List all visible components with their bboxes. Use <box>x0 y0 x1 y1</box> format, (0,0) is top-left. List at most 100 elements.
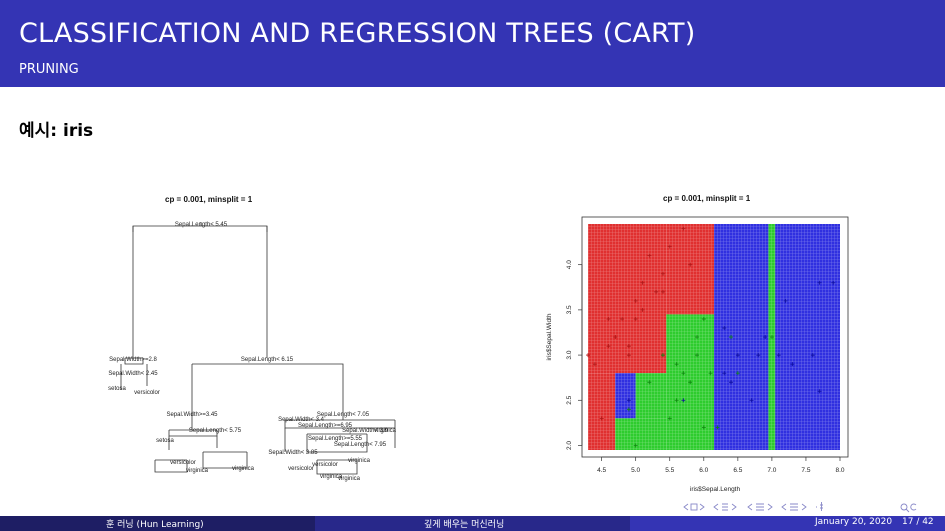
data-point-virginica <box>722 325 727 330</box>
slide-footer: 훈 러닝 (Hun Learning) 깊게 배우는 머신러닝 January … <box>0 516 945 531</box>
footer-page-number: 17 / 42 <box>902 517 934 527</box>
slide-subtitle: PRUNING <box>19 62 79 77</box>
x-tick-label: 4.5 <box>597 467 606 474</box>
data-point-setosa <box>647 253 652 258</box>
x-tick-label: 8.0 <box>835 467 844 474</box>
x-axis: 4.5 5.0 5.5 6.0 6.5 7.0 7.5 8.0 <box>597 456 845 474</box>
data-point-versicolor <box>701 316 706 321</box>
data-point-versicolor <box>674 398 679 403</box>
data-point-versicolor <box>694 335 699 339</box>
grid-texture <box>588 224 840 450</box>
partition-plot-title: cp = 0.001, minsplit = 1 <box>663 194 751 203</box>
tree-edge <box>284 428 396 452</box>
data-point-setosa <box>633 316 638 321</box>
find-icon[interactable] <box>816 502 823 511</box>
leaf-label: virginica <box>186 468 209 474</box>
data-point-virginica <box>729 380 734 385</box>
leaf-label: virginica <box>374 428 397 434</box>
data-point-versicolor <box>647 380 652 385</box>
data-point-setosa <box>606 344 611 349</box>
data-point-setosa <box>640 280 645 285</box>
leaf-label: virginica <box>320 474 343 480</box>
beamer-navigation <box>683 502 917 513</box>
tree-edge <box>306 433 368 453</box>
tree-edge <box>120 364 148 390</box>
y-tick-label: 2.0 <box>566 441 573 450</box>
data-point-versicolor <box>674 362 679 367</box>
footer-title: 깊게 배우는 머신러닝 <box>424 520 505 530</box>
footer-author-box: 훈 러닝 (Hun Learning) <box>0 516 315 531</box>
data-point-versicolor <box>708 371 713 376</box>
split-label: Sepal.Width< 3.85 <box>268 450 318 456</box>
partition-plot: 4.5 5.0 5.5 6.0 6.5 7.0 7.5 8.0 2.0 2.5 3.0 3.5 4.0… <box>546 216 849 493</box>
leaf-label: versicolor <box>312 462 338 468</box>
data-point-versicolor <box>769 335 774 339</box>
zoom-icon[interactable] <box>900 503 917 513</box>
tree-plot-title: cp = 0.001, minsplit = 1 <box>165 195 253 204</box>
data-point-virginica <box>783 298 788 303</box>
x-tick-label: 6.5 <box>733 467 742 474</box>
data-point-setosa <box>633 298 638 303</box>
section-prev-icon[interactable] <box>747 503 753 511</box>
footer-info-box: January 20, 2020 17 / 42 <box>630 516 945 531</box>
subsection-prev-icon[interactable] <box>713 503 719 511</box>
y-tick-label: 2.5 <box>566 395 573 404</box>
data-point-virginica <box>722 371 727 376</box>
leaf-label: versicolor <box>170 460 196 466</box>
doc-icon[interactable] <box>781 503 807 511</box>
frame-prev-icon[interactable] <box>683 503 689 511</box>
tree-edge <box>202 451 248 469</box>
data-point-virginica <box>763 335 768 339</box>
data-points <box>586 226 836 448</box>
tree-edge <box>316 459 358 475</box>
data-point-virginica <box>817 389 822 394</box>
data-point-versicolor <box>626 407 631 412</box>
data-point-versicolor <box>681 371 686 376</box>
leaf-label: setosa <box>156 438 174 444</box>
data-point-setosa <box>586 353 590 358</box>
data-point-versicolor <box>667 416 672 421</box>
data-point-virginica <box>790 362 795 367</box>
data-point-versicolor <box>715 425 720 430</box>
data-point-virginica <box>626 398 631 403</box>
subsection-next-icon[interactable] <box>722 503 737 511</box>
split-label: Sepal.Length< 7.95 <box>334 442 387 448</box>
data-point-setosa <box>626 353 631 358</box>
section-next-icon[interactable] <box>756 503 773 511</box>
split-label: Sepal.Length>=5.55 <box>308 436 363 442</box>
data-point-virginica <box>749 398 754 403</box>
data-point-setosa <box>620 316 625 321</box>
leaf-label: setosa <box>108 386 126 392</box>
split-label: Sepal.Width< 2.45 <box>108 371 158 377</box>
data-point-versicolor <box>688 380 693 385</box>
data-point-virginica <box>817 280 822 285</box>
data-point-versicolor <box>694 353 699 358</box>
x-tick-label: 6.0 <box>699 467 708 474</box>
data-point-setosa <box>681 226 686 231</box>
data-point-versicolor <box>701 425 706 430</box>
tree-edge <box>168 429 218 437</box>
data-point-versicolor <box>735 371 740 376</box>
split-label: Sepal.Length< 5.45 <box>175 222 228 228</box>
y-tick-label: 3.5 <box>566 305 573 314</box>
data-point-setosa <box>660 271 665 276</box>
split-label: Sepal.Length< 7.05 <box>317 412 370 418</box>
tree-edges <box>120 222 396 475</box>
footer-title-box: 깊게 배우는 머신러닝 <box>315 516 630 531</box>
data-point-versicolor <box>633 443 638 448</box>
leaf-label: virginica <box>338 476 361 482</box>
leaf-label: virginica <box>232 466 255 472</box>
split-label: Sepal.Width>=3.45 <box>166 412 218 418</box>
split-label: Sepal.Length>=6.95 <box>298 423 353 429</box>
tree-edge <box>168 436 218 450</box>
data-point-versicolor <box>660 353 665 358</box>
y-axis-label: iris$Sepal.Width <box>546 313 553 360</box>
x-axis-label: iris$Sepal.Length <box>690 486 741 493</box>
split-label: Sepal.Width< 3.4 <box>278 417 325 423</box>
frame-next-icon[interactable] <box>690 503 705 511</box>
data-point-setosa <box>613 335 618 339</box>
leaf-label: versicolor <box>134 390 160 396</box>
split-label: Sepal.Length< 6.15 <box>241 357 294 363</box>
data-point-virginica <box>776 353 781 358</box>
data-point-setosa <box>688 262 693 267</box>
